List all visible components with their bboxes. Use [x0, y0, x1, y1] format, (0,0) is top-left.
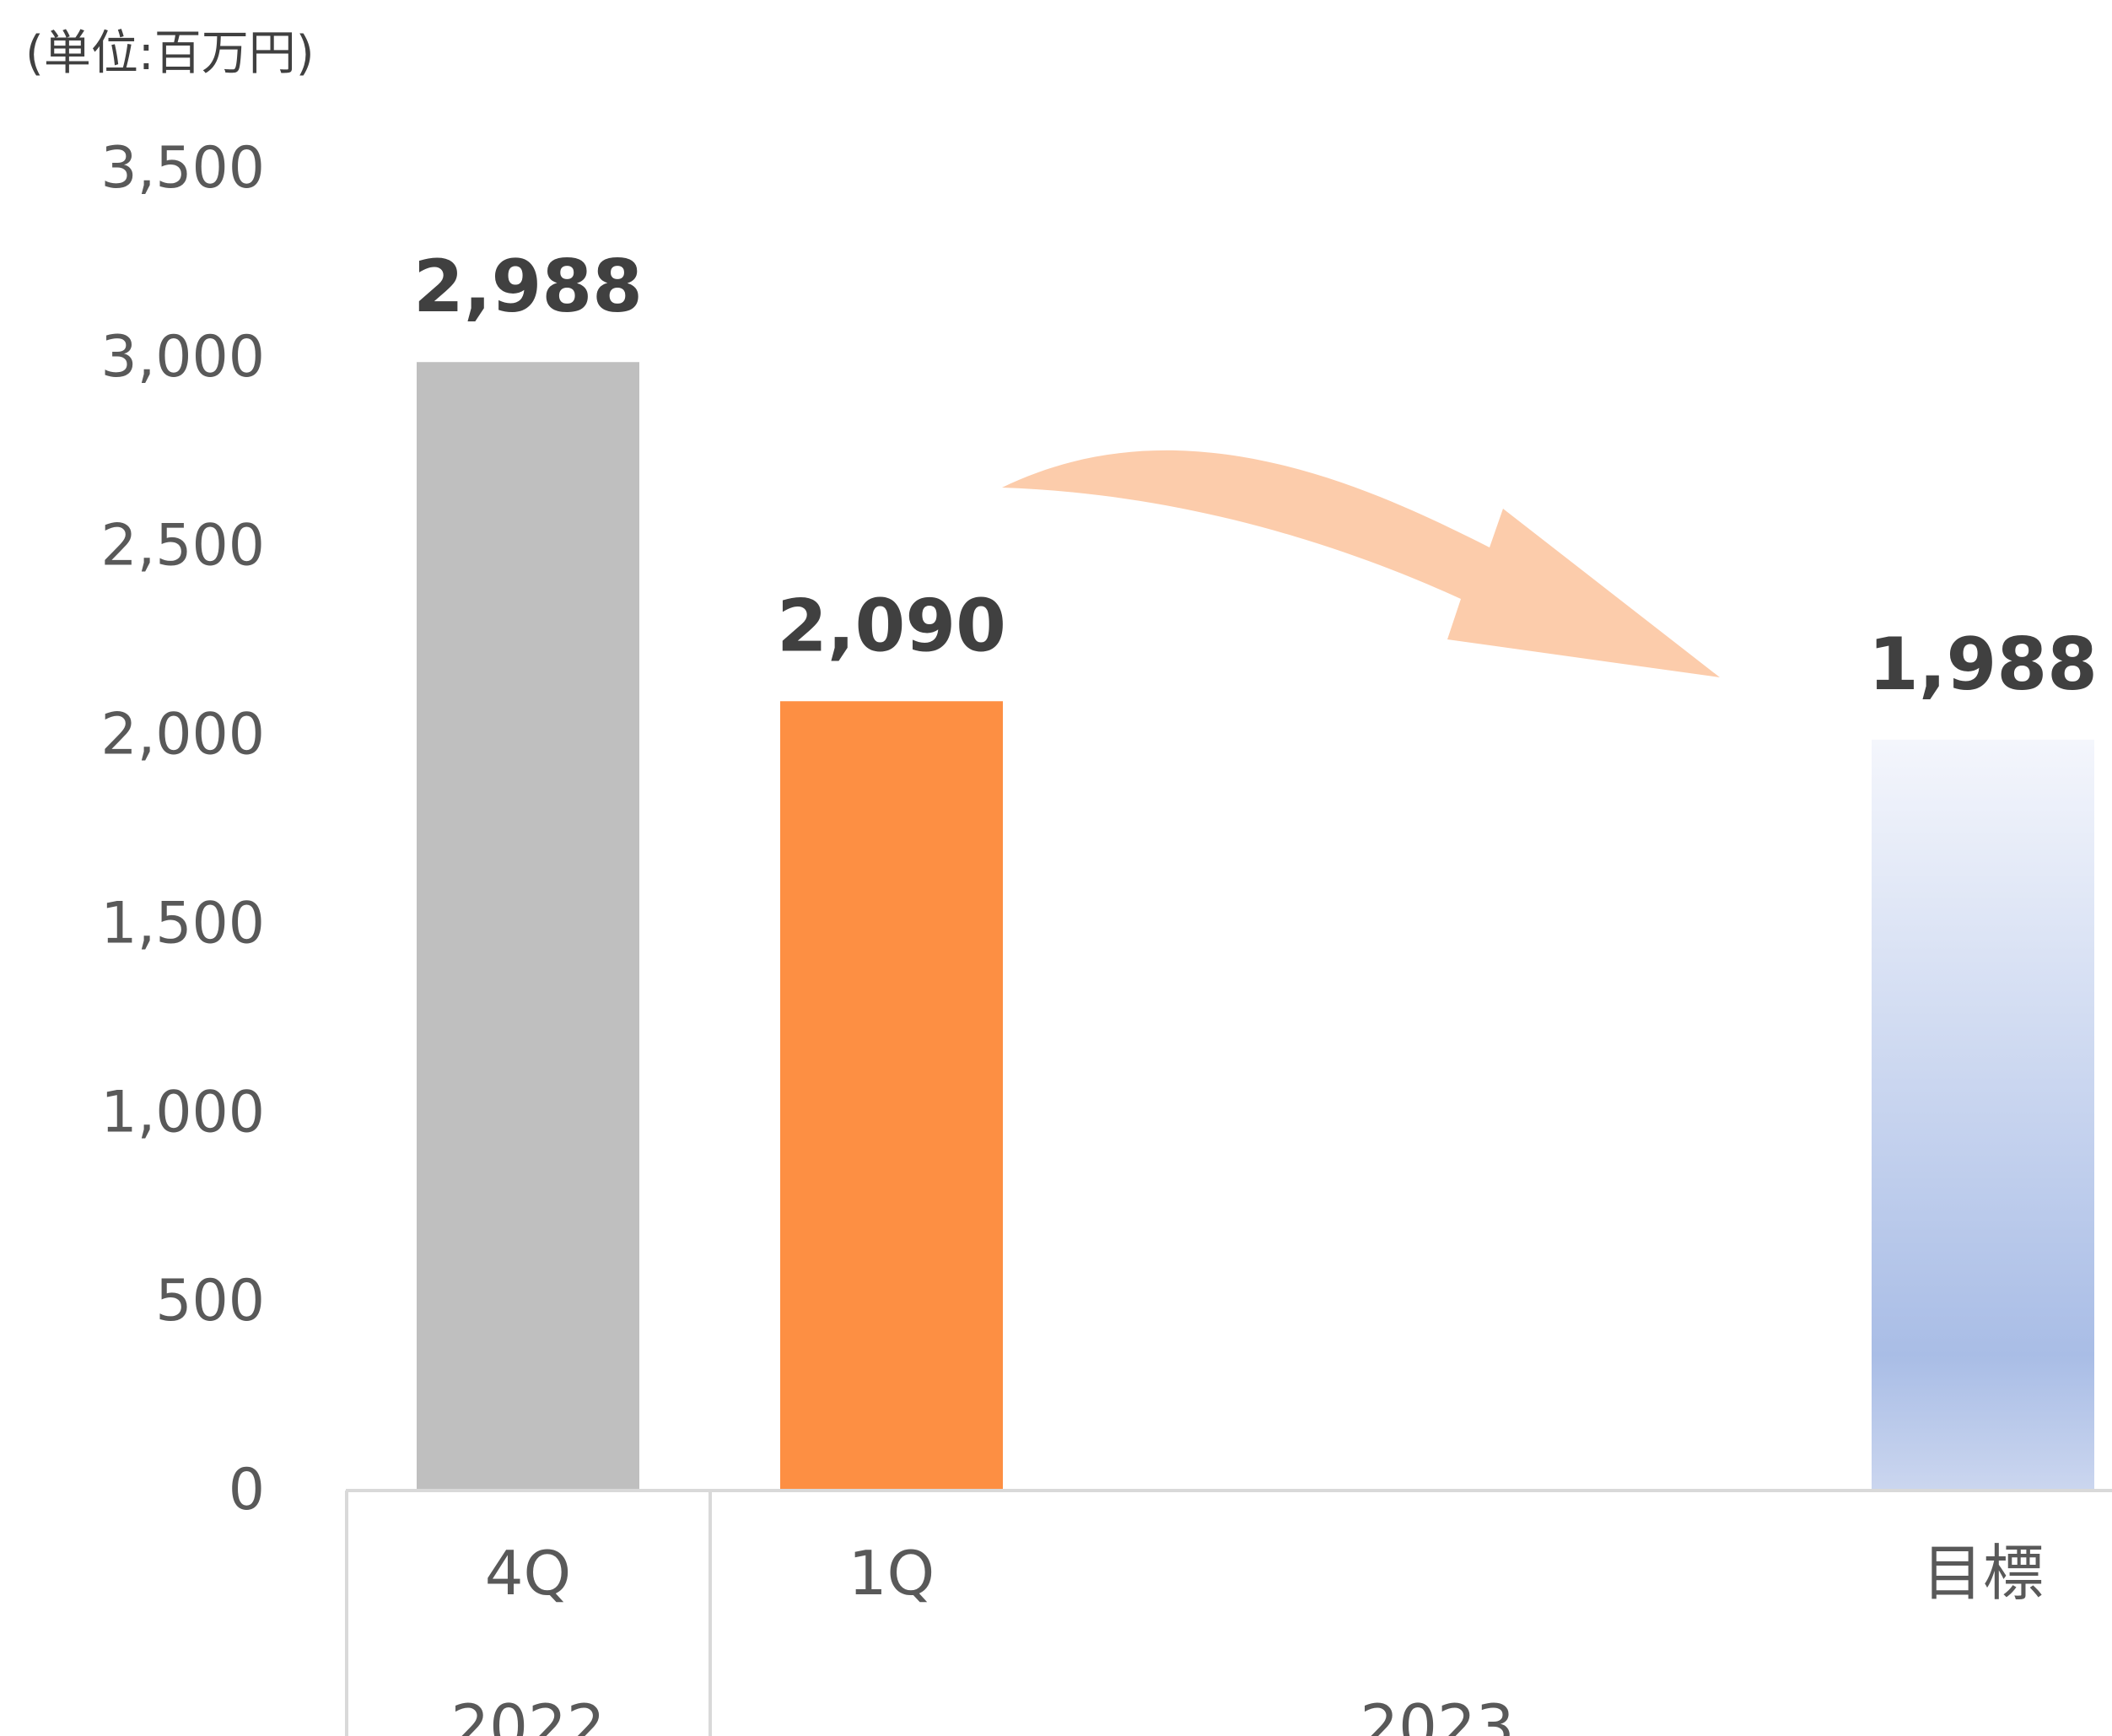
- y-tick-label: 3,000: [100, 324, 265, 391]
- bar: [417, 362, 639, 1491]
- y-tick-label: 1,000: [100, 1079, 265, 1146]
- x-category-label: 1Q: [849, 1538, 935, 1609]
- bar: [780, 701, 1003, 1491]
- x-category-label: 4Q: [485, 1538, 571, 1609]
- unit-label: (単位:百万円): [25, 26, 315, 81]
- data-label: 1,988: [1868, 623, 2098, 707]
- bars: [417, 362, 2094, 1491]
- y-axis: 0 500 1,000 1,500 2,000 2,500 3,000 3,500: [100, 135, 265, 1523]
- bar: [1872, 739, 2094, 1491]
- x-category-label: 目標: [1922, 1538, 2044, 1609]
- y-tick-label: 1,500: [100, 890, 265, 957]
- data-label: 2,090: [777, 584, 1006, 668]
- y-tick-label: 2,000: [100, 702, 265, 768]
- x-group-label: 2022: [450, 1691, 605, 1736]
- y-tick-label: 2,500: [100, 513, 265, 580]
- x-group-label: 2023: [1360, 1691, 1514, 1736]
- y-tick-label: 500: [155, 1268, 265, 1334]
- y-tick-label: 0: [229, 1457, 265, 1523]
- trend-arrow: [1002, 450, 1720, 677]
- data-labels: 2,988 2,090 1,988: [413, 245, 2098, 707]
- x-axis: 4Q 1Q 目標 2022 2023: [345, 1489, 2112, 1736]
- data-label: 2,988: [413, 245, 643, 329]
- y-tick-label: 3,500: [100, 135, 265, 202]
